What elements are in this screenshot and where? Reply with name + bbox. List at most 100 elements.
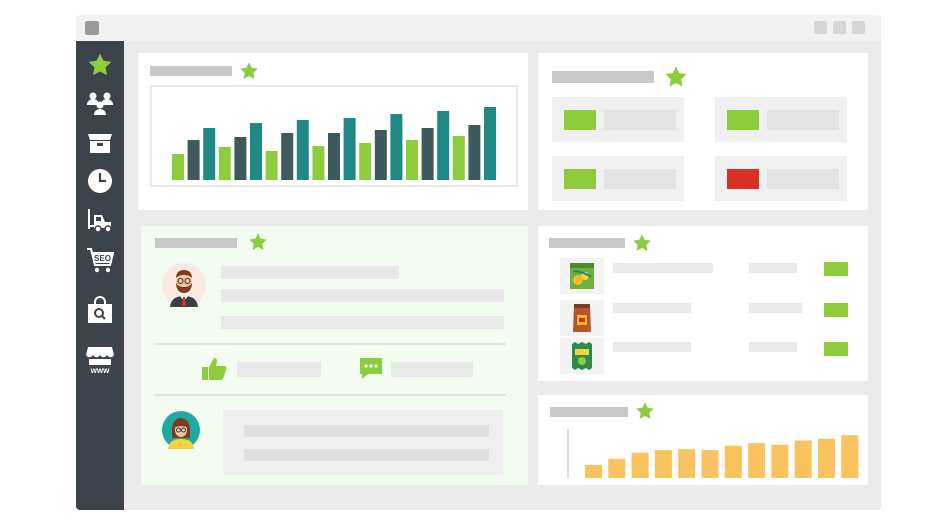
reply-text-placeholder: [244, 449, 489, 461]
bar-chart: [567, 429, 859, 478]
reply-text-placeholder: [244, 425, 489, 437]
users-icon: [87, 92, 113, 115]
stat-placeholder: [604, 169, 676, 189]
card-title-placeholder: [550, 407, 628, 417]
chart-bar: [265, 151, 278, 180]
chart-bar: [374, 130, 387, 180]
snack-bag-icon: [572, 342, 592, 370]
avatar[interactable]: [161, 262, 207, 308]
stat-tile[interactable]: [715, 156, 847, 201]
favorite-star-icon[interactable]: [664, 65, 688, 89]
chart-bar: [654, 450, 672, 478]
chart-bar: [234, 137, 247, 180]
coffee-bag-icon: [573, 304, 591, 332]
status-indicator-green: [824, 262, 848, 276]
product-name-placeholder: [613, 303, 691, 313]
status-indicator-green: [564, 110, 596, 130]
stat-tile[interactable]: [715, 97, 847, 142]
comment-count-placeholder: [391, 362, 473, 377]
sidebar-item-favorites[interactable]: [84, 50, 116, 80]
stat-placeholder: [767, 169, 839, 189]
chart-bar: [724, 445, 742, 478]
web-store-icon: www: [86, 347, 114, 375]
chart-bar: [203, 128, 216, 180]
app-window: SEO www: [76, 15, 881, 510]
chart-bar: [359, 143, 372, 180]
favorite-star-icon[interactable]: [239, 61, 259, 81]
product-name-placeholder: [613, 342, 691, 352]
chart-bar: [343, 118, 356, 180]
reply-box[interactable]: [223, 410, 503, 475]
chart-bar: [406, 140, 418, 180]
sidebar-item-history[interactable]: [84, 166, 116, 196]
sidebar-item-products[interactable]: [84, 127, 116, 157]
title-bar: [76, 15, 881, 41]
chart-bar: [678, 449, 696, 478]
products-card: [538, 226, 868, 381]
reviews-card: [141, 226, 528, 485]
avatar[interactable]: [161, 410, 201, 450]
chart-bar: [328, 133, 340, 180]
status-indicator-green: [727, 110, 759, 130]
minimize-button[interactable]: [814, 21, 827, 34]
chart-bar: [818, 438, 835, 478]
product-thumbnail[interactable]: [560, 258, 604, 294]
stat-tile[interactable]: [552, 156, 684, 201]
review-text-placeholder: [221, 316, 504, 329]
sidebar-item-users[interactable]: [84, 88, 116, 118]
sidebar-item-seo[interactable]: SEO: [84, 245, 116, 275]
favorite-star-icon[interactable]: [248, 232, 268, 252]
chart-bar: [794, 440, 812, 478]
maximize-button[interactable]: [833, 21, 846, 34]
star-icon: [88, 53, 112, 76]
comment-icon[interactable]: [358, 356, 384, 382]
status-indicator-green: [824, 303, 848, 317]
chart-bar: [701, 450, 719, 478]
window-menu-icon[interactable]: [85, 21, 99, 35]
cereal-box-icon: [570, 263, 594, 289]
sidebar-item-shop-search[interactable]: [84, 295, 116, 325]
status-indicator-green: [824, 342, 848, 356]
chart-bar: [187, 140, 200, 180]
chart-bar: [771, 444, 789, 478]
seo-label: SEO: [94, 254, 111, 263]
review-text-placeholder: [221, 289, 504, 302]
favorite-star-icon[interactable]: [632, 233, 652, 253]
sidebar-item-warehouse[interactable]: [84, 205, 116, 235]
status-indicator-red: [727, 169, 759, 189]
chart-bar: [312, 146, 325, 180]
chart-bar: [585, 464, 602, 478]
product-thumbnail[interactable]: [560, 338, 604, 374]
forklift-icon: [88, 209, 112, 233]
product-thumbnail[interactable]: [560, 300, 604, 336]
chart-bar: [218, 147, 231, 180]
chart-bar: [484, 107, 496, 180]
sidebar: SEO www: [76, 41, 124, 510]
card-title-placeholder: [549, 238, 625, 248]
divider: [155, 343, 506, 345]
thumbs-up-icon[interactable]: [201, 356, 227, 382]
chart-bar: [452, 136, 465, 180]
sales-chart-card: [138, 53, 528, 210]
chart-bar: [421, 128, 434, 180]
shopping-bag-search-icon: [88, 296, 112, 323]
favorite-star-icon[interactable]: [635, 401, 655, 421]
card-title-placeholder: [150, 66, 232, 76]
chart-bar: [608, 458, 626, 478]
sidebar-item-webstore[interactable]: www: [84, 345, 116, 375]
like-count-placeholder: [237, 362, 321, 377]
stat-placeholder: [604, 110, 676, 130]
review-author-placeholder: [221, 266, 399, 279]
close-button[interactable]: [852, 21, 865, 34]
chart-bar: [250, 123, 262, 180]
www-label: www: [90, 366, 110, 375]
stat-placeholder: [767, 110, 839, 130]
box-icon: [88, 134, 112, 153]
stat-tile[interactable]: [552, 97, 684, 142]
seo-cart-icon: SEO: [87, 248, 114, 273]
bar-chart: [172, 107, 496, 180]
chart-bar: [631, 452, 649, 478]
trend-chart-card: [538, 395, 868, 485]
chart-bar: [748, 443, 766, 478]
product-value-placeholder: [749, 342, 797, 352]
